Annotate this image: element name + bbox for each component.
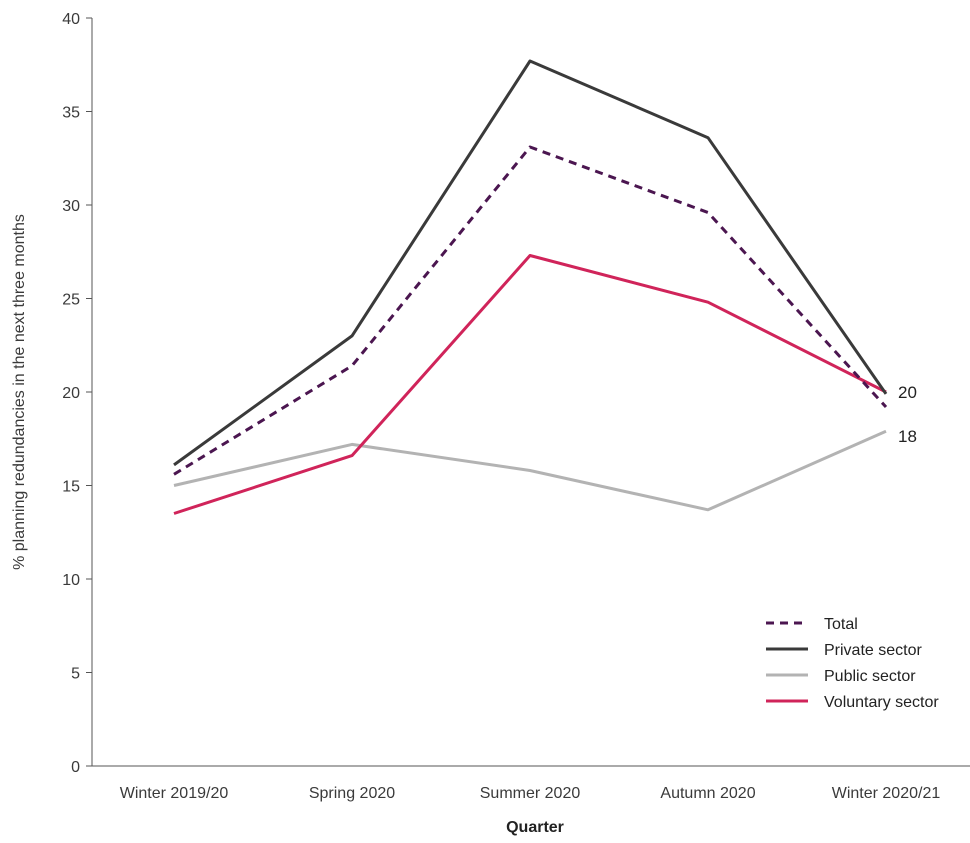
- legend-label: Public sector: [824, 668, 916, 685]
- y-tick-label: 35: [62, 105, 80, 122]
- series-line-total: [173, 145, 888, 476]
- legend-label: Total: [824, 616, 858, 633]
- y-tick-label: 15: [62, 479, 80, 496]
- x-tick-label: Autumn 2020: [660, 785, 755, 802]
- x-tick-label: Summer 2020: [480, 785, 581, 802]
- x-tick-label: Winter 2020/21: [832, 785, 941, 802]
- y-tick-label: 40: [62, 11, 80, 28]
- series-line-public-sector: [173, 429, 887, 512]
- legend-label: Voluntary sector: [824, 694, 939, 711]
- series-lines: [173, 59, 888, 515]
- x-tick-label: Spring 2020: [309, 785, 395, 802]
- y-tick-label: 10: [62, 572, 80, 589]
- y-axis-title: % planning redundancies in the next thre…: [11, 214, 28, 570]
- series-line-voluntary-sector: [173, 254, 887, 515]
- x-axis-title: Quarter: [506, 819, 564, 836]
- end-value-label-20: 20: [898, 383, 917, 402]
- end-value-label-18: 18: [898, 427, 917, 446]
- x-tick-label: Winter 2019/20: [120, 785, 229, 802]
- y-tick-label: 25: [62, 292, 80, 309]
- y-axis-ticks: 0 5 10 15 20 25 30 35 40: [62, 11, 92, 776]
- series-line-private-sector: [173, 59, 888, 467]
- legend: Total Private sector Public sector Voluntar…: [766, 616, 939, 711]
- legend-label: Private sector: [824, 642, 922, 659]
- x-axis-ticks: Winter 2019/20 Spring 2020 Summer 2020 Autu…: [120, 785, 941, 802]
- y-tick-label: 5: [71, 666, 80, 683]
- y-tick-label: 30: [62, 198, 80, 215]
- y-tick-label: 0: [71, 759, 80, 776]
- y-tick-label: 20: [62, 385, 80, 402]
